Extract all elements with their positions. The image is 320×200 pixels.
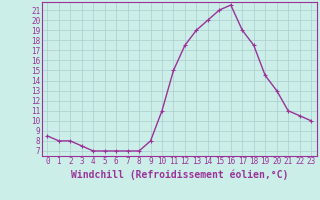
X-axis label: Windchill (Refroidissement éolien,°C): Windchill (Refroidissement éolien,°C) (70, 169, 288, 180)
